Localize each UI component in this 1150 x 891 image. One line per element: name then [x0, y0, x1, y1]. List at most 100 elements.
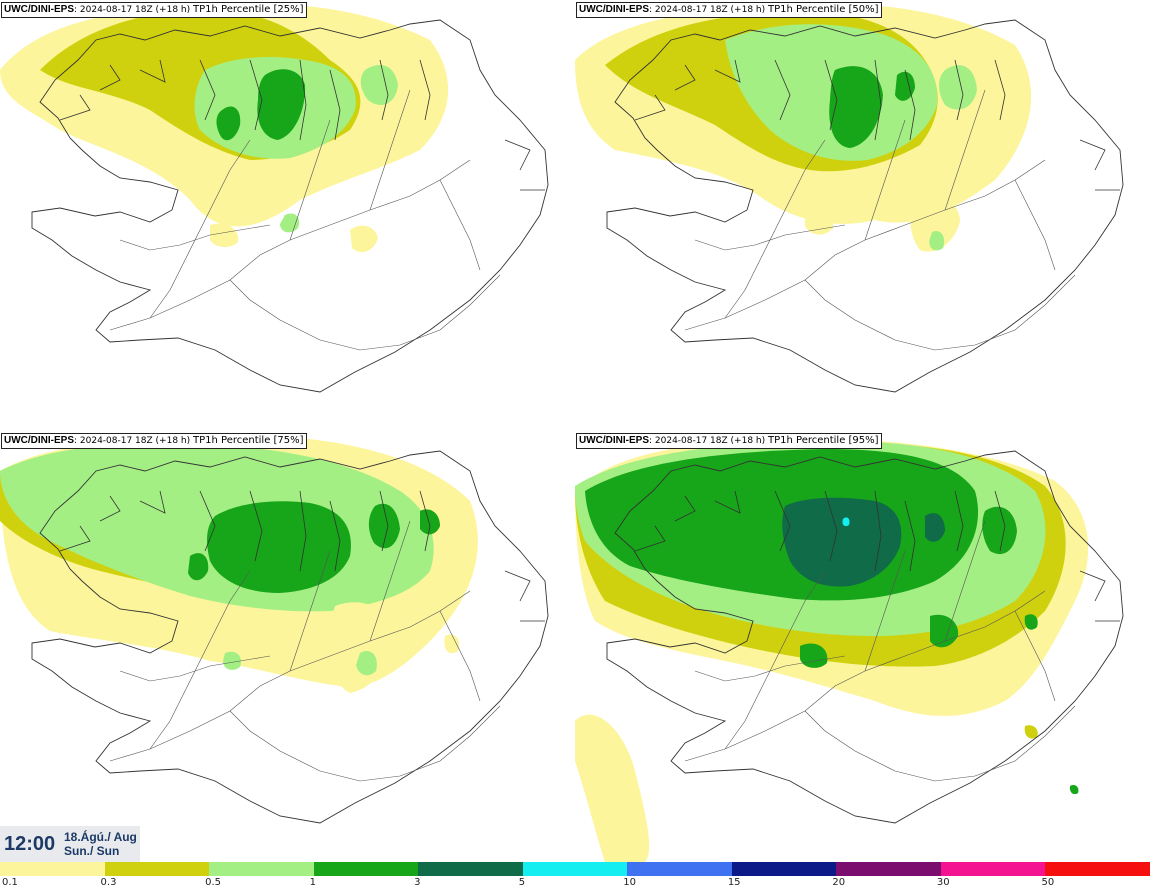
precip-colorbar [0, 862, 1150, 876]
fjord-line [139, 59, 166, 83]
road-line [289, 119, 331, 241]
valid-time-box: 12:00 18.Ágú./ Aug Sun./ Sun [0, 826, 140, 862]
precip-contour [1024, 725, 1038, 739]
fjord-line [774, 490, 791, 552]
fjord-line [674, 495, 696, 522]
road-line [864, 119, 906, 241]
road-line [119, 224, 271, 251]
precip-map-p95 [575, 438, 1124, 862]
road-line [724, 139, 826, 319]
road-line [369, 520, 411, 642]
fjord-line [954, 490, 964, 552]
fjord-line [634, 94, 666, 121]
fjord-line [904, 69, 916, 141]
fjord-line [824, 59, 838, 131]
fjord-line [419, 59, 431, 121]
fjord-line [379, 59, 389, 121]
precip-contour [929, 230, 945, 251]
colorbar-tick-label: 5 [518, 877, 526, 888]
valid-date-line2: Sun./ Sun [64, 844, 120, 858]
precip-contour [420, 509, 440, 535]
precip-contour [842, 517, 850, 527]
colorbar-tick-label: 30 [936, 877, 950, 888]
precip-contour [782, 497, 902, 587]
precip-contour [575, 714, 650, 862]
colorbar-segment [1045, 862, 1150, 876]
coastline [31, 450, 549, 824]
fjord-line [299, 59, 307, 141]
panel-title: UWC/DINI-EPS: 2024-08-17 18Z (+18 h) TP1… [1, 433, 307, 449]
precip-contour [280, 213, 300, 233]
fjord-line [504, 139, 531, 171]
coastline [606, 19, 1124, 393]
valid-time: 12:00 [4, 833, 56, 855]
precip-map-p25 [0, 3, 549, 393]
fjord-line [904, 500, 916, 572]
precip-contour [188, 553, 209, 581]
precip-contour [223, 651, 241, 670]
precip-contour [982, 506, 1017, 555]
road-line [149, 139, 251, 319]
precip-contour [210, 223, 239, 248]
valid-date: 18.Ágú./ Aug Sun./ Sun [64, 830, 137, 858]
precip-contour [257, 69, 306, 140]
colorbar-tick-label: 0.3 [100, 877, 117, 888]
colorbar-tick-label: 0.5 [205, 877, 221, 888]
fjord-line [504, 570, 531, 602]
colorbar-segment [627, 862, 732, 876]
precip-contour [350, 225, 378, 253]
road-line [369, 89, 411, 211]
map-panel-p25: UWC/DINI-EPS: 2024-08-17 18Z (+18 h) TP1… [0, 0, 575, 431]
precip-contour [360, 65, 398, 105]
precip-contour [356, 651, 377, 676]
valid-date-line1: 18.Ágú./ Aug [64, 830, 137, 844]
fjord-line [714, 59, 741, 83]
colorbar-segment [522, 862, 628, 876]
precip-contour [895, 71, 915, 101]
map-panel-p50: UWC/DINI-EPS: 2024-08-17 18Z (+18 h) TP1… [575, 0, 1150, 431]
road-line [804, 274, 1076, 351]
colorbar-ticks: 0.1 0.3 0.5 1 3 5 10 15 20 30 50 [0, 877, 1150, 891]
road-line [694, 655, 846, 682]
fjord-line [199, 490, 216, 552]
fjord-line [329, 69, 341, 141]
road-line [149, 570, 251, 750]
precip-contour [444, 634, 460, 654]
colorbar-segment [209, 862, 314, 876]
colorbar-segment [313, 862, 419, 876]
precip-contour [800, 643, 828, 668]
fjord-line [774, 59, 791, 121]
precip-contour [207, 501, 351, 593]
colorbar-tick-label: 20 [832, 877, 846, 888]
precip-contour [329, 602, 395, 693]
colorbar-segment [940, 862, 1046, 876]
fjord-line [249, 59, 263, 131]
road-line [694, 224, 846, 251]
precip-contour [925, 513, 945, 542]
precip-contour [910, 196, 960, 252]
fjord-line [954, 59, 964, 121]
road-line [864, 550, 906, 672]
road-line [724, 570, 826, 750]
road-line [804, 705, 1076, 782]
map-panel-p95: UWC/DINI-EPS: 2024-08-17 18Z (+18 h) TP1… [575, 431, 1150, 862]
coastline [31, 19, 549, 393]
fjord-line [99, 495, 121, 522]
colorbar-segment [104, 862, 210, 876]
road-line [289, 550, 331, 672]
precip-map-p75 [0, 436, 549, 824]
precip-contour [1069, 784, 1079, 795]
road-line [1014, 179, 1056, 271]
fjord-line [1079, 139, 1106, 171]
colorbar-tick-label: 3 [414, 877, 421, 888]
precip-contour [829, 66, 883, 148]
panel-title: UWC/DINI-EPS: 2024-08-17 18Z (+18 h) TP1… [576, 433, 882, 449]
colorbar-tick-label: 10 [623, 877, 636, 888]
fjord-line [329, 500, 341, 572]
fjord-line [99, 64, 121, 91]
precip-map-p50 [575, 3, 1124, 393]
fjord-line [299, 490, 307, 572]
fjord-line [994, 59, 1006, 121]
fjord-line [59, 525, 91, 552]
precip-contour [1024, 614, 1038, 630]
